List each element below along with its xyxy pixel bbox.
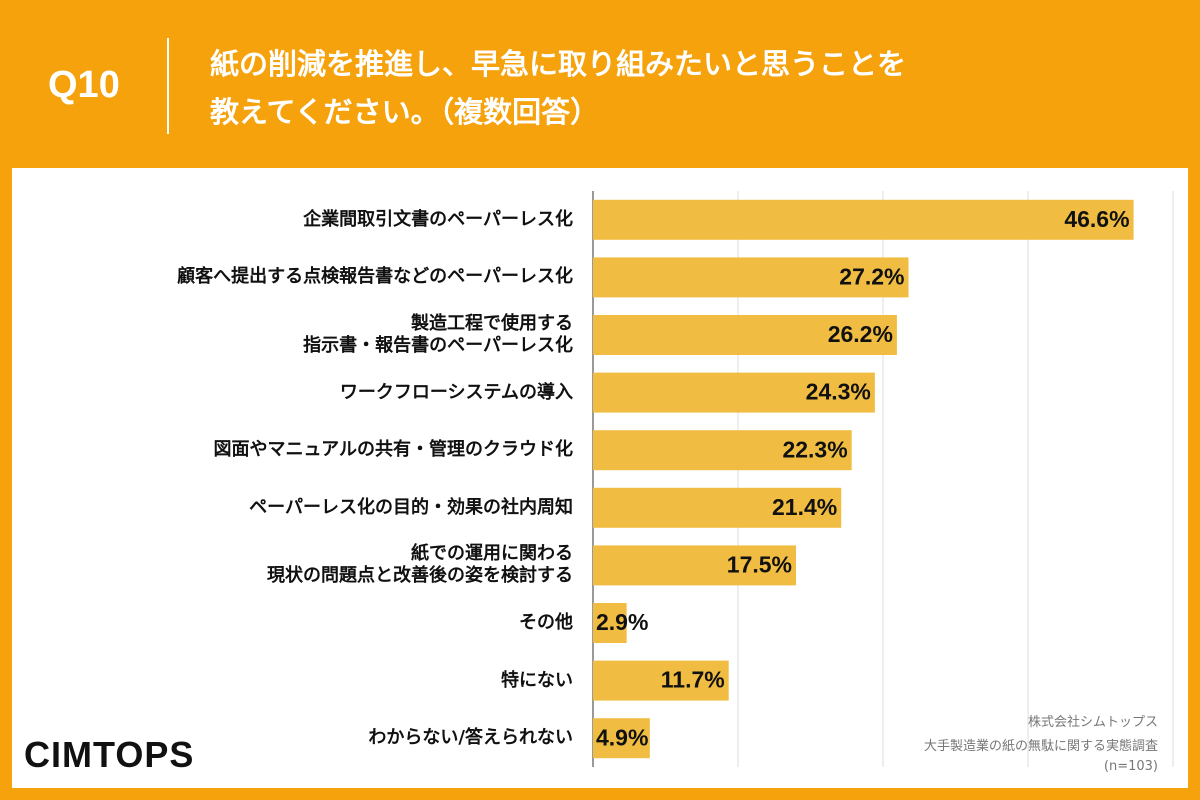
category-label: わからない/答えられない [368,727,573,749]
sample-size: (n=103) [1103,759,1158,774]
category-label: 顧客へ提出する点検報告書などのペーパーレス化 [177,266,573,288]
bar [593,487,842,528]
company: 株式会社シムトップス [1027,715,1158,730]
value-label: 17.5% [727,551,792,577]
category-label: ペーパーレス化の目的・効果の社内周知 [249,496,573,518]
value-label: 22.3% [782,436,847,462]
value-label: 11.7% [661,667,725,693]
value-label: 2.9% [596,609,648,635]
category-label: 図面やマニュアルの共有・管理のクラウド化 [213,439,573,461]
divider [167,38,169,134]
category-label: 特にない [501,669,573,691]
category-label: その他 [519,612,573,633]
bar [593,372,875,413]
value-label: 27.2% [839,263,904,289]
chart-title: 紙の削減を推進し、早急に取り組みたいと思うことを 教えてください。（複数回答） [210,47,907,129]
value-label: 46.6% [1064,206,1129,232]
bar [593,718,650,759]
category-label: 製造工程で使用する 指示書・報告書のペーパーレス化 [303,313,573,356]
category-label: 企業間取引文書のペーパーレス化 [303,208,573,230]
question-number: Q10 [48,64,120,106]
bar [593,603,627,643]
bar [593,257,909,298]
logo: CIMTOPS [24,734,195,775]
bar [593,430,852,471]
category-label: ワークフローシステムの導入 [339,381,573,403]
survey: 大手製造業の紙の無駄に関する実態調査 [923,739,1158,754]
value-label: 21.4% [772,494,837,520]
bar [593,315,897,355]
value-label: 26.2% [828,321,893,347]
value-label: 24.3% [806,379,871,405]
value-label: 4.9% [596,724,648,750]
bar [593,545,796,586]
bar [593,660,729,701]
bar [593,199,1134,240]
category-label: 紙での運用に関わる 現状の問題点と改善後の姿を検討する [267,543,573,587]
